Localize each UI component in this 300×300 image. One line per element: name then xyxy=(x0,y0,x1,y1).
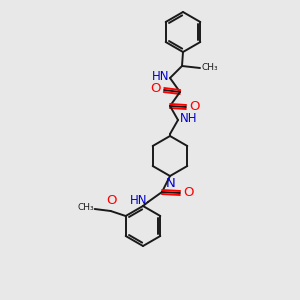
Text: HN: HN xyxy=(152,70,169,83)
Text: N: N xyxy=(166,177,176,190)
Text: NH: NH xyxy=(180,112,197,125)
Text: O: O xyxy=(151,82,161,95)
Text: CH₃: CH₃ xyxy=(201,64,217,73)
Text: O: O xyxy=(106,194,117,207)
Text: HN: HN xyxy=(130,194,147,206)
Text: O: O xyxy=(189,100,200,112)
Text: O: O xyxy=(183,185,194,199)
Text: CH₃: CH₃ xyxy=(77,203,94,212)
